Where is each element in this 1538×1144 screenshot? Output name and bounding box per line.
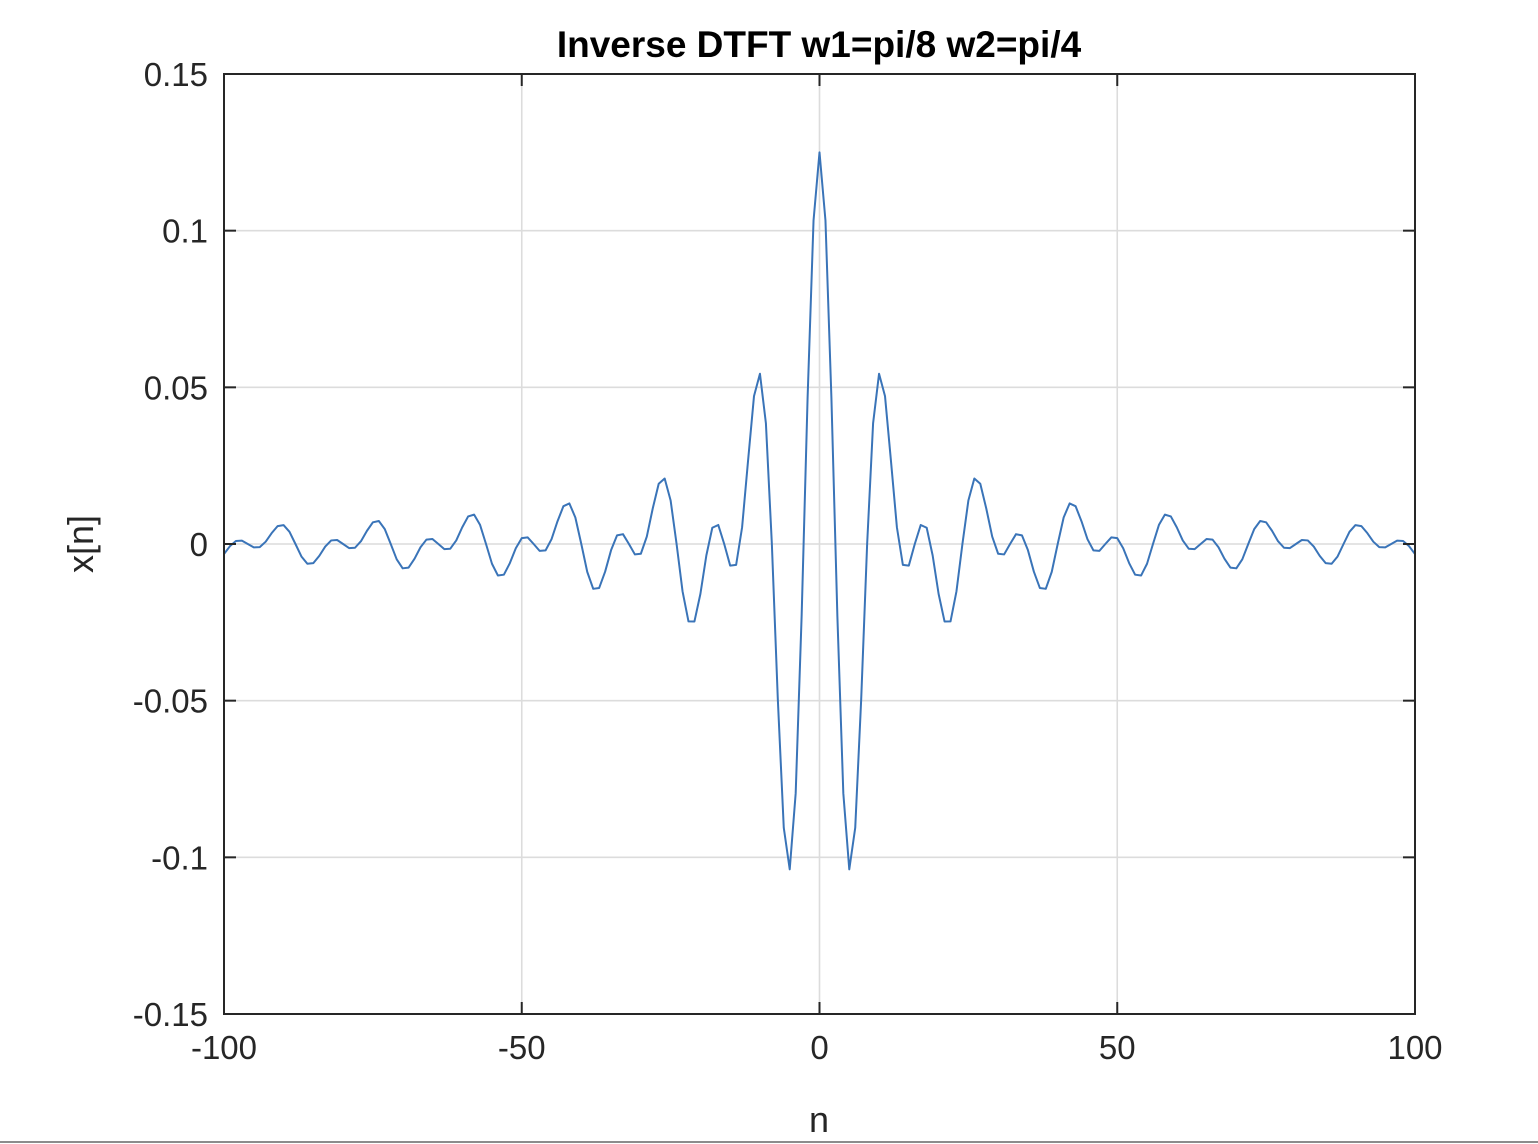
- y-tick-label: 0: [190, 526, 208, 563]
- y-tick-label: -0.1: [151, 839, 208, 876]
- y-axis-label: x[n]: [60, 515, 101, 573]
- series-line: [223, 151, 1416, 871]
- x-tick-label: 100: [1387, 1029, 1442, 1066]
- x-axis-label: n: [809, 1099, 829, 1140]
- chart-title: Inverse DTFT w1=pi/8 w2=pi/4: [557, 24, 1082, 65]
- x-tick-label: -100: [191, 1029, 257, 1066]
- tick-marks: [223, 73, 1416, 1015]
- y-tick-label: -0.05: [133, 683, 208, 720]
- y-tick-labels: -0.15 -0.1 -0.05 0 0.05 0.1 0.15: [133, 56, 208, 1033]
- x-tick-label: -50: [498, 1029, 546, 1066]
- x-tick-label: 0: [810, 1029, 828, 1066]
- x-tick-labels: -100 -50 0 50 100: [191, 1029, 1443, 1066]
- y-tick-label: -0.15: [133, 996, 208, 1033]
- series-layer: [223, 151, 1416, 871]
- x-tick-label: 50: [1099, 1029, 1136, 1066]
- y-tick-label: 0.15: [144, 56, 208, 93]
- y-tick-label: 0.1: [162, 213, 208, 250]
- y-tick-label: 0.05: [144, 369, 208, 406]
